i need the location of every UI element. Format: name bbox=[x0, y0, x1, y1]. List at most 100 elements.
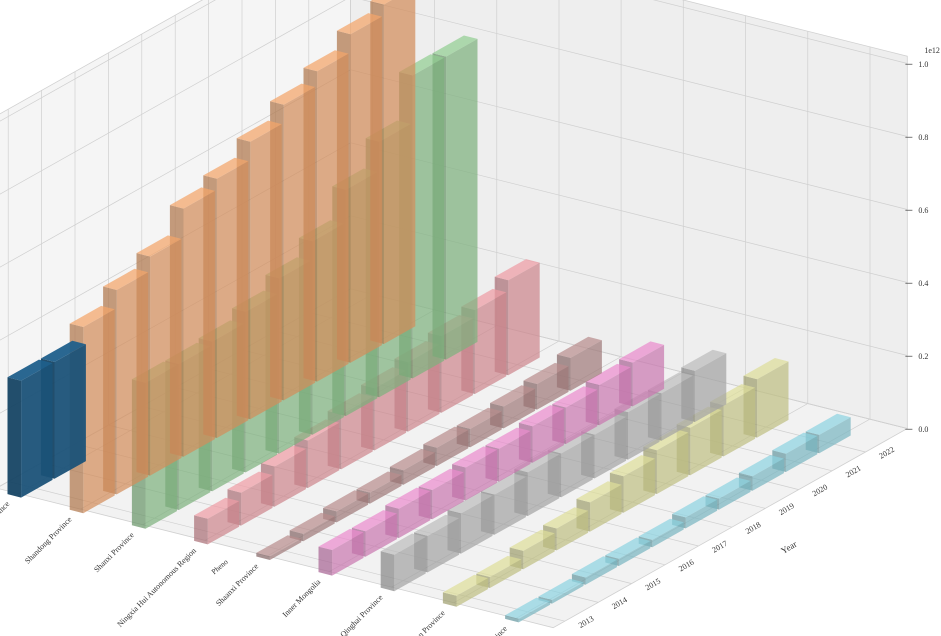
bar-side-face bbox=[307, 422, 340, 488]
bar bbox=[7, 359, 53, 498]
x-tick-label: Sichuan Province bbox=[401, 608, 447, 636]
bar-front-face bbox=[7, 377, 22, 498]
bar bbox=[318, 528, 364, 576]
bar-top-face bbox=[136, 235, 182, 257]
bar-top-face bbox=[69, 305, 115, 327]
z-tick-label: 0.4 bbox=[918, 279, 928, 288]
bar-side-face bbox=[370, 474, 402, 504]
bar-top-face bbox=[518, 405, 564, 427]
z-gridline bbox=[0, 0, 908, 195]
bar-top-face bbox=[356, 471, 402, 493]
bar-top-face bbox=[169, 187, 215, 209]
bar-side-face bbox=[183, 190, 215, 457]
x-tick-label: Gansu Province bbox=[467, 624, 510, 636]
bar-top-face bbox=[323, 490, 369, 512]
bar-side-face bbox=[499, 431, 531, 482]
bar-top-face bbox=[543, 507, 589, 529]
bar-side-face bbox=[757, 361, 789, 438]
bar-top-face bbox=[509, 529, 555, 551]
z-tick-label: 0.8 bbox=[918, 133, 928, 142]
bar-top-face bbox=[423, 426, 469, 448]
bar-top-face bbox=[490, 385, 536, 407]
y-tick-label: 2018 bbox=[744, 520, 762, 536]
bar-top-face bbox=[523, 362, 569, 384]
bar-side-face bbox=[570, 340, 602, 391]
bar-top-face bbox=[514, 451, 560, 473]
bar-side-face bbox=[283, 87, 316, 401]
bar-side-face bbox=[336, 493, 369, 523]
bar-top-face bbox=[442, 574, 488, 596]
bar-side-face bbox=[489, 559, 522, 588]
bar-side-face bbox=[785, 436, 818, 472]
bar-side-face bbox=[332, 532, 364, 576]
x-tick-label: Qinghai Province bbox=[338, 593, 384, 636]
bar-side-face bbox=[216, 161, 249, 438]
bar-top-face bbox=[389, 449, 435, 471]
bar-side-face bbox=[303, 516, 335, 542]
bar-side-face bbox=[350, 16, 382, 363]
bar-top-face bbox=[256, 535, 302, 557]
bar-top-face bbox=[40, 340, 86, 362]
bar-side-face bbox=[565, 389, 598, 444]
bar-front-face bbox=[505, 615, 519, 623]
bar-top-face bbox=[476, 555, 522, 577]
bar-top-face bbox=[380, 533, 426, 555]
bar-top-face bbox=[681, 349, 727, 371]
bar-top-face bbox=[351, 510, 397, 532]
bar-side-face bbox=[150, 238, 182, 476]
bar-side-face bbox=[503, 388, 536, 429]
bar-side-face bbox=[412, 57, 445, 379]
bar-top-face bbox=[585, 363, 631, 385]
bar-top-face bbox=[194, 497, 240, 519]
bar-top-face bbox=[672, 496, 718, 518]
bar-front-face bbox=[194, 515, 208, 545]
bar-top-face bbox=[547, 432, 593, 454]
bar-side-face bbox=[365, 513, 397, 557]
bar-top-face bbox=[270, 83, 316, 105]
y-tick-label: 2022 bbox=[878, 445, 896, 461]
y-tick-label: 2016 bbox=[677, 558, 695, 574]
bar-top-face bbox=[203, 157, 249, 179]
y-tick-label: 2017 bbox=[711, 539, 729, 555]
bar-side-face bbox=[470, 411, 502, 448]
bar-side-face bbox=[432, 472, 464, 520]
bar-top-face bbox=[414, 514, 460, 536]
bar-side-face bbox=[54, 344, 86, 479]
bar-side-face bbox=[403, 452, 435, 485]
bar-side-face bbox=[623, 458, 655, 513]
bar-top-face bbox=[260, 445, 306, 467]
bar-top-face bbox=[619, 341, 665, 363]
z-tick-label: 0.2 bbox=[918, 352, 928, 361]
x-extra-label: Pheno bbox=[210, 557, 230, 576]
bars bbox=[7, 0, 851, 623]
bar-side-face bbox=[628, 394, 660, 460]
bar-top-face bbox=[418, 468, 464, 490]
bar-side-face bbox=[556, 510, 589, 551]
z-tick-label: 0.0 bbox=[918, 425, 928, 434]
bar-side-face bbox=[317, 53, 349, 382]
bar-side-face bbox=[269, 538, 302, 560]
bar-top-face bbox=[7, 359, 53, 381]
bar-side-face bbox=[537, 366, 569, 410]
bar-side-face bbox=[207, 501, 240, 545]
bar-front-face bbox=[318, 546, 333, 576]
z-tick-label: 0.6 bbox=[918, 206, 928, 215]
bar-side-face bbox=[618, 541, 651, 566]
z-tick-label: 1.0 bbox=[918, 60, 928, 69]
bar-side-face bbox=[465, 449, 498, 501]
bar-top-face bbox=[103, 268, 149, 290]
y-axis-label: Year bbox=[779, 539, 798, 556]
bar-top-face bbox=[576, 481, 622, 503]
bar-side-face bbox=[685, 499, 718, 529]
bar-side-face bbox=[656, 432, 689, 494]
bar-top-face bbox=[494, 259, 540, 281]
y-tick-label: 2021 bbox=[844, 464, 862, 480]
bar-side-face bbox=[523, 533, 555, 570]
bar-top-face bbox=[480, 473, 526, 495]
bar-side-face bbox=[83, 309, 115, 514]
bar-side-face bbox=[661, 375, 693, 441]
bar-top-face bbox=[772, 432, 818, 454]
bar-top-face bbox=[336, 13, 382, 35]
bar-side-face bbox=[594, 416, 627, 479]
